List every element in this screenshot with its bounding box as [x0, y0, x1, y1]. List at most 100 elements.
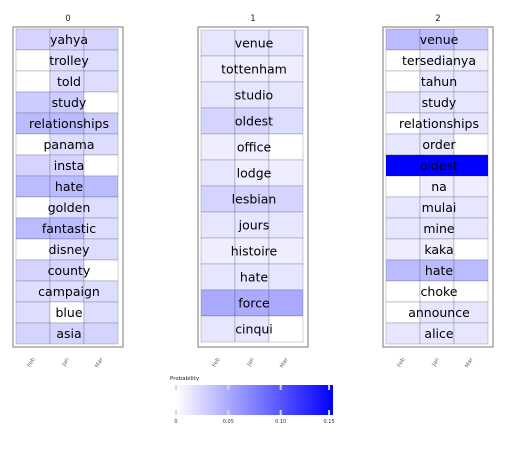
word-label: order [422, 137, 456, 152]
heatmap-cell [234, 315, 270, 343]
word-label: kaka [424, 242, 453, 257]
x-tick-label: Feb [397, 357, 407, 369]
heatmap-cell [15, 259, 51, 282]
heatmap-cell [15, 175, 51, 198]
colorbar-label: Probability [170, 376, 200, 382]
word-label: fantastic [42, 221, 96, 236]
word-label: studio [235, 88, 273, 103]
heatmap-cell [200, 185, 236, 213]
heatmap-cell [453, 322, 489, 345]
heatmap-cell [385, 70, 421, 93]
word-label: cinqui [235, 322, 273, 337]
heatmap-cell [453, 217, 489, 240]
heatmap-cell [268, 211, 304, 239]
heatmap-cell [234, 133, 270, 161]
word-label: insta [54, 158, 84, 173]
heatmap-cell [15, 238, 51, 261]
heatmap-cell [385, 91, 421, 114]
heatmap-cell [83, 49, 119, 72]
word-label: tahun [421, 74, 457, 89]
x-tick-label: Mar [94, 356, 105, 369]
word-label: blue [55, 305, 82, 320]
heatmap-cell [15, 49, 51, 72]
heatmap-panel-0: 0 yahya trolley told study relationships panam… [12, 14, 124, 369]
heatmap-cell [385, 28, 421, 51]
heatmap-cell [268, 159, 304, 187]
word-label: disney [49, 242, 91, 257]
heatmap-cell [234, 159, 270, 187]
heatmap-cell [453, 175, 489, 198]
heatmap-cell [200, 29, 236, 57]
word-label: mulai [422, 200, 457, 215]
heatmap-cell [83, 301, 119, 324]
heatmap-cell [453, 196, 489, 219]
word-label: yahya [50, 32, 88, 47]
heatmap-cell [83, 175, 119, 198]
word-label: oldest [235, 114, 273, 129]
heatmap-cell [268, 263, 304, 291]
heatmap-cell [200, 159, 236, 187]
heatmap-cell [385, 238, 421, 261]
heatmap-cell [200, 211, 236, 239]
word-label: mine [423, 221, 455, 236]
word-label: tersedianya [402, 53, 476, 68]
heatmap-cell [453, 154, 489, 177]
word-label: alice [424, 326, 453, 341]
heatmap-cell [268, 315, 304, 343]
word-label: hate [55, 179, 83, 194]
word-label: lodge [237, 166, 272, 181]
heatmap-cell [200, 55, 236, 83]
heatmap-cell [234, 289, 270, 317]
heatmap-cell [15, 322, 51, 345]
word-label: jours [238, 218, 270, 233]
word-label: trolley [49, 53, 89, 68]
heatmap-cell [200, 315, 236, 343]
word-label: hate [240, 270, 268, 285]
heatmap-cell [453, 91, 489, 114]
heatmap-cell [200, 289, 236, 317]
word-label: county [48, 263, 91, 278]
heatmap-cell [385, 217, 421, 240]
word-label: announce [408, 305, 470, 320]
word-label: campaign [38, 284, 100, 299]
word-label: panama [43, 137, 94, 152]
x-tick-label: Feb [27, 357, 37, 369]
heatmap-cell [200, 133, 236, 161]
word-label: oldest [420, 158, 458, 173]
x-tick-label: Jan [61, 357, 71, 369]
heatmap-panel-1: 1 venue tottenham studio oldest office lodge le… [197, 14, 309, 369]
heatmap-cell [268, 107, 304, 135]
heatmap-cell [385, 175, 421, 198]
heatmap-cell [234, 211, 270, 239]
heatmap-cell [83, 28, 119, 51]
heatmap-cell [15, 28, 51, 51]
heatmap-cell [453, 238, 489, 261]
heatmap-cell [83, 70, 119, 93]
word-label: golden [48, 200, 91, 215]
heatmap-cell [234, 29, 270, 57]
heatmap-cell [453, 28, 489, 51]
colorbar: Probability 0 0.05 0.10 0.15 [170, 376, 335, 425]
heatmap-cell [15, 70, 51, 93]
heatmap-cell [385, 133, 421, 156]
heatmap-panel-2: 2 venue tersedianya tahun study relationships… [382, 14, 494, 369]
word-label: relationships [399, 116, 479, 131]
colorbar-tick-label: 0.05 [223, 419, 234, 425]
heatmap-cell [268, 29, 304, 57]
x-tick-label: Mar [279, 356, 290, 369]
panel-title: 2 [435, 14, 440, 24]
heatmap-cell [83, 154, 119, 177]
heatmap-cell [385, 259, 421, 282]
word-label: told [57, 74, 81, 89]
heatmap-cell [15, 154, 51, 177]
word-label: force [238, 296, 270, 311]
word-label: tottenham [221, 62, 287, 77]
heatmap-cell [234, 55, 270, 83]
colorbar-gradient-bar [176, 385, 333, 415]
panel-title: 0 [65, 14, 70, 24]
heatmap-cell [15, 196, 51, 219]
heatmap-cell [385, 322, 421, 345]
word-label: study [52, 95, 87, 110]
word-label: hate [425, 263, 453, 278]
